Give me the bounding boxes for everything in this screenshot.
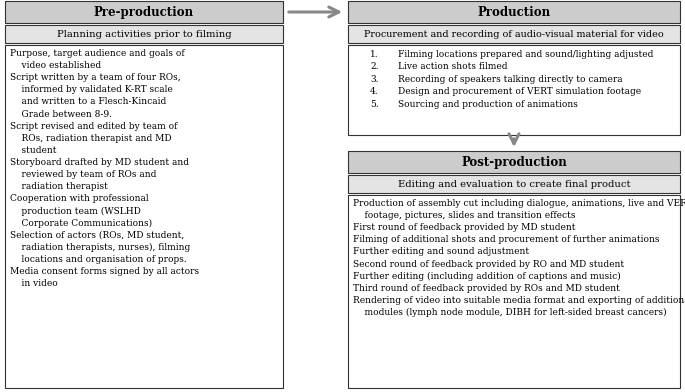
Text: radiation therapist: radiation therapist [10, 182, 108, 191]
Text: Selection of actors (ROs, MD student,: Selection of actors (ROs, MD student, [10, 230, 184, 240]
Text: 1.: 1. [370, 50, 379, 59]
Bar [348, 151, 680, 173]
Text: Post-production: Post-production [461, 156, 567, 169]
Bar [348, 195, 680, 388]
Text: locations and organisation of props.: locations and organisation of props. [10, 255, 187, 264]
Bar [348, 175, 680, 193]
Text: production team (WSLHD: production team (WSLHD [10, 207, 141, 216]
Text: Procurement and recording of audio-visual material for video: Procurement and recording of audio-visua… [364, 29, 664, 38]
Bar [5, 1, 283, 23]
Text: Recording of speakers talking directly to camera: Recording of speakers talking directly t… [398, 75, 623, 84]
Bar [348, 25, 680, 43]
Text: Pre-production: Pre-production [94, 5, 194, 18]
Text: Storyboard drafted by MD student and: Storyboard drafted by MD student and [10, 158, 189, 167]
Bar [348, 1, 680, 23]
Bar [5, 25, 283, 43]
Text: Purpose, target audience and goals of: Purpose, target audience and goals of [10, 49, 185, 58]
Text: and written to a Flesch-Kincaid: and written to a Flesch-Kincaid [10, 98, 166, 107]
Text: Design and procurement of VERT simulation footage: Design and procurement of VERT simulatio… [398, 87, 641, 96]
Text: 4.: 4. [370, 87, 379, 96]
Text: Further editing (including addition of captions and music): Further editing (including addition of c… [353, 272, 621, 281]
Bar [5, 45, 283, 388]
Text: Live action shots filmed: Live action shots filmed [398, 62, 508, 71]
Text: reviewed by team of ROs and: reviewed by team of ROs and [10, 170, 156, 179]
Text: informed by validated K-RT scale: informed by validated K-RT scale [10, 85, 173, 94]
Text: First round of feedback provided by MD student: First round of feedback provided by MD s… [353, 223, 575, 232]
Text: student: student [10, 146, 56, 155]
Text: 2.: 2. [370, 62, 379, 71]
Text: Grade between 8-9.: Grade between 8-9. [10, 109, 112, 118]
Text: Script written by a team of four ROs,: Script written by a team of four ROs, [10, 73, 181, 82]
Text: Media consent forms signed by all actors: Media consent forms signed by all actors [10, 267, 199, 276]
Text: Script revised and edited by team of: Script revised and edited by team of [10, 122, 177, 131]
Text: Production of assembly cut including dialogue, animations, live and VERT: Production of assembly cut including dia… [353, 199, 685, 208]
Text: Planning activities prior to filming: Planning activities prior to filming [57, 29, 232, 38]
Text: Filming of additional shots and procurement of further animations: Filming of additional shots and procurem… [353, 235, 660, 244]
Text: video established: video established [10, 61, 101, 70]
Text: Cooperation with professional: Cooperation with professional [10, 194, 149, 203]
Text: Third round of feedback provided by ROs and MD student: Third round of feedback provided by ROs … [353, 284, 620, 293]
Text: Filming locations prepared and sound/lighting adjusted: Filming locations prepared and sound/lig… [398, 50, 653, 59]
Text: 3.: 3. [370, 75, 379, 84]
Text: Second round of feedback provided by RO and MD student: Second round of feedback provided by RO … [353, 260, 624, 269]
Text: 5.: 5. [370, 100, 379, 109]
Text: Further editing and sound adjustment: Further editing and sound adjustment [353, 247, 529, 256]
Text: radiation therapists, nurses), filming: radiation therapists, nurses), filming [10, 243, 190, 252]
Text: Corporate Communications): Corporate Communications) [10, 218, 152, 228]
Text: in video: in video [10, 279, 58, 288]
Text: modules (lymph node module, DIBH for left-sided breast cancers): modules (lymph node module, DIBH for lef… [353, 308, 667, 317]
Text: Sourcing and production of animations: Sourcing and production of animations [398, 100, 578, 109]
Bar [348, 45, 680, 135]
Text: Editing and evaluation to create final product: Editing and evaluation to create final p… [398, 180, 630, 189]
Text: Production: Production [477, 5, 551, 18]
Text: ROs, radiation therapist and MD: ROs, radiation therapist and MD [10, 134, 172, 143]
Text: Rendering of video into suitable media format and exporting of additional: Rendering of video into suitable media f… [353, 296, 685, 305]
Text: footage, pictures, slides and transition effects: footage, pictures, slides and transition… [353, 211, 575, 220]
